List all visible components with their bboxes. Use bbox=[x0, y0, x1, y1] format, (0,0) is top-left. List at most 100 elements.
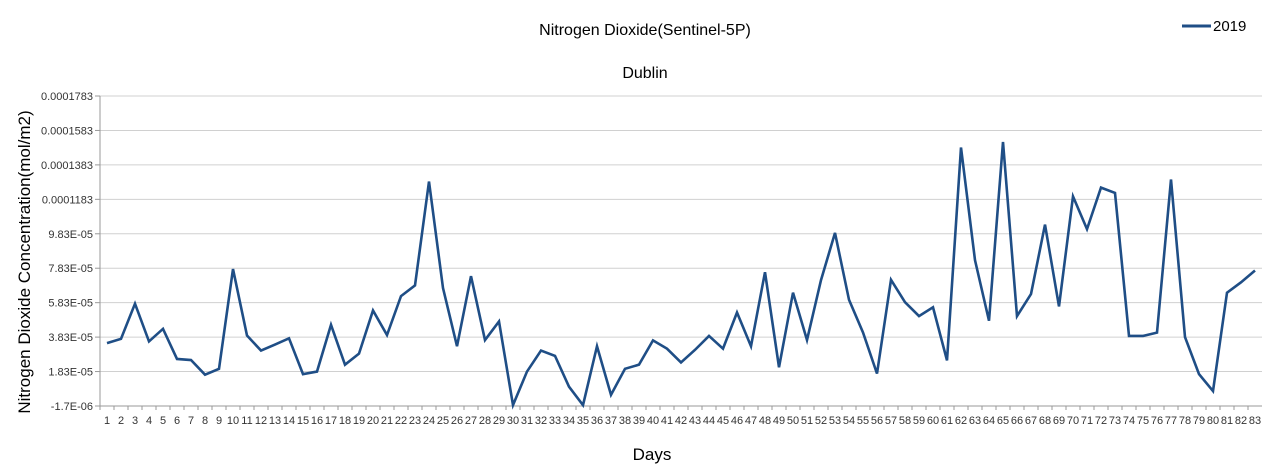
x-tick-label: 1 bbox=[104, 415, 110, 427]
x-tick-label: 43 bbox=[689, 415, 701, 427]
x-tick-label: 22 bbox=[395, 415, 407, 427]
x-tick-label: 69 bbox=[1053, 415, 1065, 427]
y-tick-label: 9.83E-05 bbox=[48, 229, 93, 241]
x-tick-label: 42 bbox=[675, 415, 687, 427]
x-tick-label: 33 bbox=[549, 415, 561, 427]
x-tick-label: 41 bbox=[661, 415, 673, 427]
x-tick-label: 39 bbox=[633, 415, 645, 427]
x-tick-label: 71 bbox=[1081, 415, 1093, 427]
y-tick-label: 5.83E-05 bbox=[48, 298, 93, 310]
x-tick-label: 21 bbox=[381, 415, 393, 427]
x-tick-label: 55 bbox=[857, 415, 869, 427]
x-tick-label: 14 bbox=[283, 415, 295, 427]
x-tick-label: 32 bbox=[535, 415, 547, 427]
x-tick-label: 10 bbox=[227, 415, 239, 427]
x-tick-label: 36 bbox=[591, 415, 603, 427]
y-tick-label: 0.0001383 bbox=[41, 160, 93, 172]
x-tick-label: 2 bbox=[118, 415, 124, 427]
x-axis-ticks: 1 2 3 4 5 6 7 8 9 10 11 12 13 14 15 16 17 18 19 20 21 22 23 24 2… bbox=[99, 406, 1261, 427]
x-tick-label: 52 bbox=[815, 415, 827, 427]
x-tick-label: 62 bbox=[955, 415, 967, 427]
x-tick-label: 27 bbox=[465, 415, 477, 427]
x-tick-label: 53 bbox=[829, 415, 841, 427]
x-tick-label: 77 bbox=[1165, 415, 1177, 427]
x-tick-label: 72 bbox=[1095, 415, 1107, 427]
x-tick-label: 23 bbox=[409, 415, 421, 427]
y-tick-label: 1.83E-05 bbox=[48, 367, 93, 379]
x-tick-label: 46 bbox=[731, 415, 743, 427]
x-tick-label: 12 bbox=[255, 415, 267, 427]
x-tick-label: 8 bbox=[202, 415, 208, 427]
x-tick-label: 16 bbox=[311, 415, 323, 427]
x-tick-label: 82 bbox=[1235, 415, 1247, 427]
x-tick-label: 20 bbox=[367, 415, 379, 427]
x-tick-label: 78 bbox=[1179, 415, 1191, 427]
x-tick-label: 30 bbox=[507, 415, 519, 427]
x-tick-label: 40 bbox=[647, 415, 659, 427]
x-tick-label: 59 bbox=[913, 415, 925, 427]
x-tick-label: 68 bbox=[1039, 415, 1051, 427]
x-tick-label: 58 bbox=[899, 415, 911, 427]
x-tick-label: 25 bbox=[437, 415, 449, 427]
x-tick-label: 45 bbox=[717, 415, 729, 427]
x-tick-label: 51 bbox=[801, 415, 813, 427]
x-tick-label: 65 bbox=[997, 415, 1009, 427]
legend: 2019 bbox=[1182, 18, 1246, 35]
x-tick-label: 34 bbox=[563, 415, 575, 427]
x-tick-label: 75 bbox=[1137, 415, 1149, 427]
y-tick-label: 3.83E-05 bbox=[48, 332, 93, 344]
x-tick-label: 73 bbox=[1109, 415, 1121, 427]
x-tick-label: 66 bbox=[1011, 415, 1023, 427]
x-tick-label: 35 bbox=[577, 415, 589, 427]
x-tick-label: 38 bbox=[619, 415, 631, 427]
x-tick-label: 61 bbox=[941, 415, 953, 427]
x-tick-label: 17 bbox=[325, 415, 337, 427]
x-tick-label: 70 bbox=[1067, 415, 1079, 427]
x-tick-label: 48 bbox=[759, 415, 771, 427]
x-tick-label: 80 bbox=[1207, 415, 1219, 427]
chart-title: Nitrogen Dioxide(Sentinel-5P) bbox=[539, 22, 751, 39]
x-tick-label: 67 bbox=[1025, 415, 1037, 427]
x-tick-label: 24 bbox=[423, 415, 435, 427]
x-tick-label: 5 bbox=[160, 415, 166, 427]
axes bbox=[99, 96, 1262, 407]
x-tick-label: 7 bbox=[188, 415, 194, 427]
series-line bbox=[106, 141, 1256, 410]
x-tick-label: 31 bbox=[521, 415, 533, 427]
chart-subtitle: Dublin bbox=[622, 65, 667, 82]
x-tick-label: 29 bbox=[493, 415, 505, 427]
x-tick-label: 37 bbox=[605, 415, 617, 427]
x-tick-label: 57 bbox=[885, 415, 897, 427]
y-tick-label: 0.0001583 bbox=[41, 125, 93, 137]
x-tick-label: 60 bbox=[927, 415, 939, 427]
x-tick-label: 83 bbox=[1249, 415, 1261, 427]
x-tick-label: 54 bbox=[843, 415, 855, 427]
x-tick-label: 76 bbox=[1151, 415, 1163, 427]
legend-label: 2019 bbox=[1213, 18, 1246, 35]
x-tick-label: 47 bbox=[745, 415, 757, 427]
x-tick-label: 64 bbox=[983, 415, 995, 427]
gridlines bbox=[100, 95, 1262, 407]
x-tick-label: 44 bbox=[703, 415, 715, 427]
y-axis-title: Nitrogen Dioxide Concentration(mol/m2) bbox=[15, 110, 34, 413]
x-tick-label: 49 bbox=[773, 415, 785, 427]
x-axis-title: Days bbox=[633, 445, 672, 464]
x-tick-label: 9 bbox=[216, 415, 222, 427]
x-tick-label: 26 bbox=[451, 415, 463, 427]
y-tick-label: -1.7E-06 bbox=[51, 401, 93, 413]
x-tick-label: 28 bbox=[479, 415, 491, 427]
x-tick-label: 6 bbox=[174, 415, 180, 427]
x-tick-label: 13 bbox=[269, 415, 281, 427]
series-2019 bbox=[106, 141, 1256, 410]
y-tick-label: 7.83E-05 bbox=[48, 263, 93, 275]
x-tick-label: 74 bbox=[1123, 415, 1135, 427]
x-tick-label: 50 bbox=[787, 415, 799, 427]
x-tick-label: 63 bbox=[969, 415, 981, 427]
x-tick-label: 15 bbox=[297, 415, 309, 427]
y-axis-ticks: -1.7E-06 1.83E-05 3.83E-05 5.83E-05 7.83E-05… bbox=[41, 91, 100, 413]
x-tick-label: 18 bbox=[339, 415, 351, 427]
x-tick-label: 3 bbox=[132, 415, 138, 427]
x-tick-label: 11 bbox=[241, 415, 252, 427]
x-tick-label: 56 bbox=[871, 415, 883, 427]
